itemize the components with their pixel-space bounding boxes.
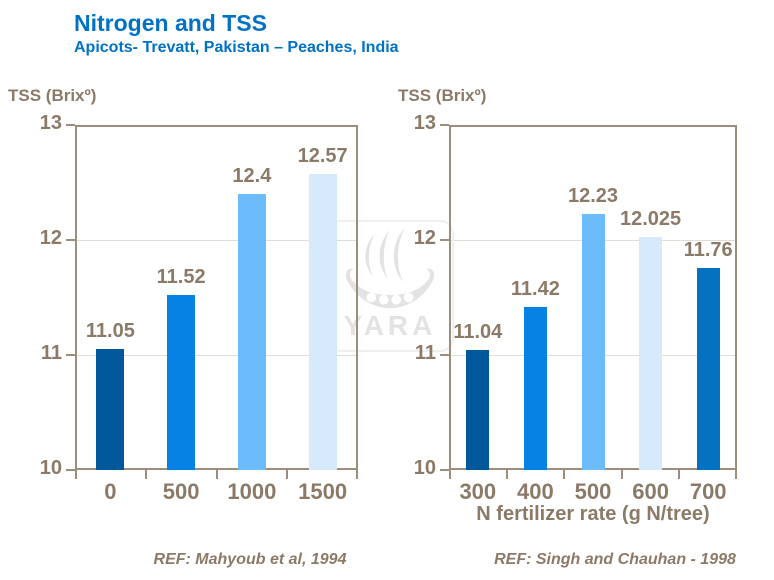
x-tick-mark	[449, 470, 451, 479]
reference-right: REF: Singh and Chauhan - 1998	[494, 551, 736, 568]
bar	[237, 194, 266, 470]
y-tick-mark	[66, 124, 75, 126]
x-tick-label: 600	[632, 479, 669, 504]
y-tick-label: 12	[39, 227, 62, 249]
x-tick-label: 300	[459, 479, 497, 504]
gridline	[449, 354, 737, 356]
gridlines-layer	[75, 125, 358, 470]
watermark-text: YARA	[343, 310, 437, 341]
gridline	[75, 239, 358, 241]
y-axis-labels: 10 11 12 13	[414, 112, 737, 479]
y-tick-mark	[440, 354, 449, 356]
bar	[96, 349, 125, 470]
x-tick-label: 400	[517, 479, 554, 504]
yara-watermark: YARA	[326, 220, 454, 352]
x-tick-mark	[286, 470, 289, 479]
gridline	[449, 239, 737, 241]
x-tick-mark	[735, 470, 737, 479]
x-tick-label: 0	[104, 479, 117, 504]
bar	[639, 237, 663, 470]
bar-value-label: 12.4	[232, 165, 272, 187]
x-tick-mark	[144, 470, 147, 479]
gridlines-layer	[449, 125, 737, 470]
x-tick-mark	[75, 470, 77, 479]
bar	[466, 350, 490, 470]
bars-layer: 11.04 11.42 12.23 12.025 11.76	[449, 125, 737, 470]
bar-value-label: 11.52	[156, 266, 206, 289]
bar-value-label: 11.05	[85, 320, 135, 343]
gridline	[75, 354, 358, 356]
y-tick-label: 13	[39, 112, 62, 134]
bar	[523, 306, 547, 470]
y-axis-labels: 10 11 12 13	[40, 112, 358, 479]
y-tick-mark	[440, 124, 449, 126]
ticks-layer	[66, 124, 358, 479]
bar-value-label: 11.76	[683, 238, 733, 261]
bar	[696, 267, 720, 470]
x-tick-label: 1000	[227, 479, 277, 504]
bar-value-label: 11.42	[510, 277, 560, 300]
y-tick-label: 13	[413, 112, 436, 134]
x-tick-mark	[356, 470, 358, 479]
y-tick-mark	[66, 354, 75, 356]
x-tick-mark	[678, 470, 681, 479]
bar-value-label: 11.04	[453, 321, 503, 344]
x-tick-label: 1500	[298, 479, 348, 504]
x-tick-label: 700	[689, 479, 727, 504]
bar-value-label: 12.025	[620, 208, 682, 231]
viking-ship-icon	[345, 228, 435, 309]
plot-border	[449, 125, 737, 470]
x-tick-label: 500	[162, 479, 200, 504]
bar-value-label: 12.23	[567, 184, 619, 207]
plot-border	[75, 125, 358, 470]
x-tick-mark	[563, 470, 566, 479]
y-tick-mark	[440, 469, 449, 471]
x-axis-labels: 0 500 1000 1500	[75, 125, 358, 504]
y-tick-mark	[66, 469, 75, 471]
y-tick-mark	[66, 239, 75, 241]
slide-subtitle: Apicots- Trevatt, Pakistan – Peaches, In…	[74, 39, 399, 56]
x-axis-title: N fertilizer rate (g N/tree)	[476, 503, 710, 525]
slide-title: Nitrogen and TSS	[74, 10, 267, 36]
reference-left: REF: Mahyoub et al, 1994	[153, 551, 347, 568]
y-tick-label: 10	[413, 457, 436, 479]
y-tick-label: 11	[40, 342, 62, 364]
x-tick-label: 500	[574, 479, 612, 504]
x-tick-mark	[215, 470, 218, 479]
bar	[581, 213, 605, 470]
x-tick-mark	[505, 470, 508, 479]
y-tick-label: 10	[39, 457, 62, 479]
ticks-layer	[440, 124, 737, 479]
x-axis-labels: 300 400 500 600 700	[449, 125, 737, 504]
bar-value-label: 12.57	[297, 145, 348, 168]
bar	[167, 295, 196, 470]
y-axis-title-right: TSS (Brixº)	[398, 86, 487, 105]
y-axis-title-left: TSS (Brixº)	[8, 86, 97, 105]
bars-layer: 11.05 11.52 12.4 12.57	[75, 125, 358, 470]
x-tick-mark	[620, 470, 623, 479]
bar-chart-peaches: TSS (Brixº) 11.04 11.42 12.23 12.025 11.76 1…	[398, 86, 737, 525]
bar-chart-apricots: TSS (Brixº) 11.05 11.52 12.4 12.57 10 11 12 13…	[8, 86, 358, 504]
